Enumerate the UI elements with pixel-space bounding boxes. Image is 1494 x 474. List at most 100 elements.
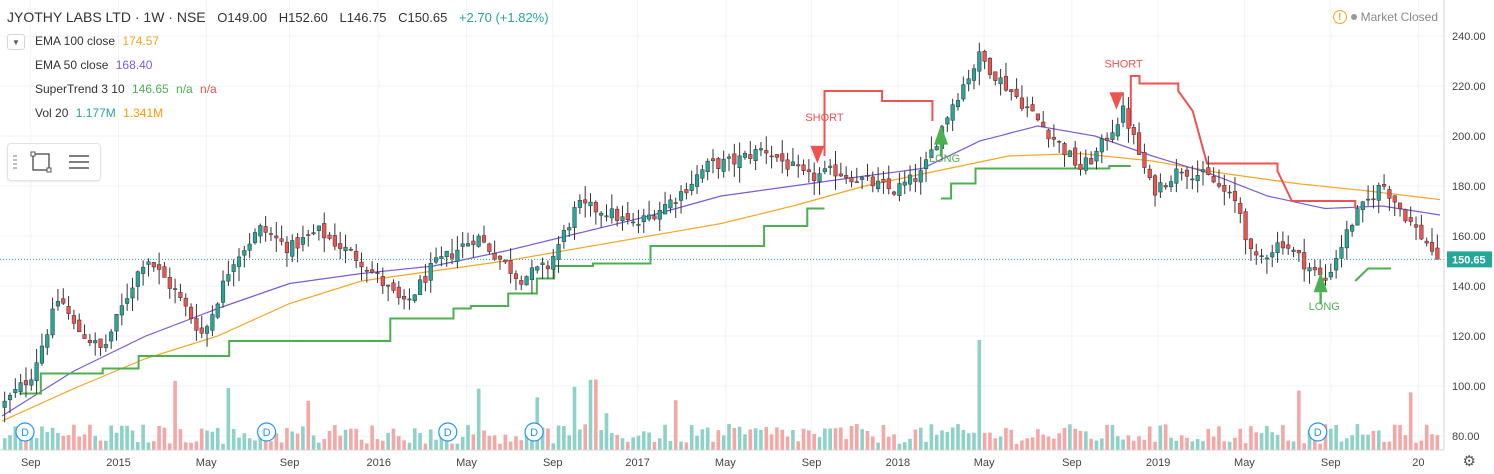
volume-bar [1030,437,1035,450]
symbol-header: JYOTHY LABS LTD · 1W · NSE O149.00 H152.… [7,9,549,25]
volume-bar [1014,443,1019,450]
volume-bar [1121,439,1125,450]
candle [1035,113,1040,121]
candle [162,266,167,278]
candle [1334,258,1339,271]
volume-bar [418,433,422,450]
drag-handle-icon[interactable] [13,154,17,170]
market-status[interactable]: ! Market Closed [1332,10,1438,24]
candle [993,71,998,81]
candle [833,164,838,177]
candle [66,306,71,314]
rectangle-tool-icon[interactable] [28,150,54,174]
indicator-ema50[interactable]: EMA 50 close 168.40 [35,58,152,72]
volume-bar [1329,428,1333,450]
short-label: SHORT [1104,58,1143,70]
price-axis-label: 160.00 [1452,231,1486,243]
ema50-line [1,125,1441,417]
candle [141,266,146,274]
candle [716,158,721,169]
volume-bar [311,435,316,450]
volume-bar [908,438,912,450]
volume-bar [828,428,832,450]
volume-bar [636,435,641,450]
indicator-value: 174.57 [122,34,160,48]
volume-bar [588,379,593,450]
price-axis-label: 80.00 [1452,431,1480,443]
volume-bar [146,442,151,450]
long-label: LONG [1309,301,1340,313]
volume-bar [572,386,577,450]
volume-bar [1265,425,1269,450]
dividend-label: D [263,427,271,439]
volume-bar [189,442,193,450]
volume-bar [1169,437,1173,450]
volume-bar [556,425,561,450]
candle [1323,277,1328,281]
long-arrow-icon [1313,272,1328,293]
candle [396,286,401,298]
volume-bar [1036,429,1040,450]
volume-bar [386,432,390,450]
long-arrow-stem [1319,292,1322,305]
candle [1073,147,1078,166]
gear-icon[interactable]: ⚙ [1462,453,1476,470]
candle [1115,124,1120,137]
volume-bar [1078,430,1083,450]
candle [1382,184,1387,187]
candle [726,156,732,159]
volume-bar [354,428,358,450]
indicator-ema100[interactable]: EMA 100 close 174.57 [35,34,159,48]
market-status-label: Market Closed [1360,10,1438,24]
volume-bar [1270,432,1275,450]
volume-bar [1105,424,1109,450]
candle [119,305,124,316]
candle [705,160,710,173]
candle [215,303,220,318]
time-axis-label: May [196,457,217,469]
indicator-volume[interactable]: Vol 20 1.177M 1.341M [35,106,163,120]
candle [1238,202,1243,214]
indicator-label: Vol 20 [35,106,69,120]
candle [428,263,433,281]
volume-bar [551,443,556,450]
volume-bar [178,429,183,450]
candle [157,264,162,270]
volume-bar [748,429,753,450]
candle [865,175,870,177]
volume-bar [375,438,380,450]
volume-bar [855,424,859,450]
candle [1211,176,1216,183]
volume-bar [769,434,774,450]
candle [13,389,18,394]
candle [519,280,524,285]
volume-bar [897,443,902,450]
volume-bar [492,435,497,450]
candle [82,334,87,339]
candle [998,77,1003,85]
warning-icon: ! [1332,10,1347,24]
candle [231,264,236,272]
candle [1280,241,1285,249]
candle [828,165,833,168]
candle [668,199,673,209]
volume-bar [657,438,662,450]
time-axis-label: Sep [21,457,41,469]
volume-bar [380,440,385,450]
indicator-supertrend[interactable]: SuperTrend 3 10 146.65 n/a n/a [35,82,217,96]
candle [1110,132,1115,140]
indicator-label: SuperTrend 3 10 [35,82,125,96]
collapse-indicators-button[interactable]: ▼ [7,34,25,50]
volume-bar [274,433,279,450]
candle [1067,150,1072,157]
volume-bar [652,441,657,450]
volume-bar [610,433,614,450]
volume-bar [1286,440,1291,450]
candle [854,181,859,183]
volume-bar [1376,430,1381,450]
volume-bar [615,434,619,450]
candle [721,158,726,172]
volume-bar [1371,430,1376,450]
format-lines-icon[interactable] [66,150,92,174]
